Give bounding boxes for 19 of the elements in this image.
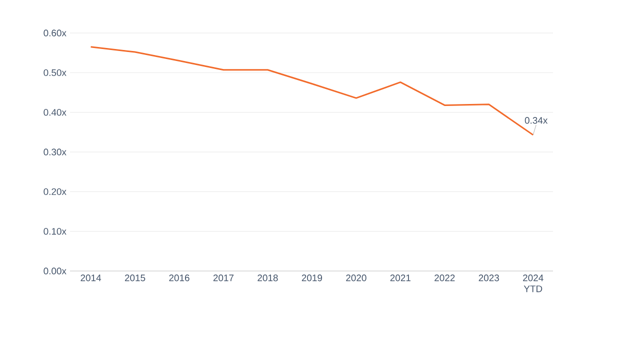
x-tick-label: 2018 <box>258 274 278 282</box>
y-tick-label: 0.40x <box>44 108 66 116</box>
x-tick-label: 2017 <box>213 274 234 282</box>
y-tick-label: 0.10x <box>44 228 66 235</box>
x-tick-label: 2024 YTD <box>523 274 544 292</box>
x-tick-label: 2016 <box>169 274 190 282</box>
y-tick-label: 0.30x <box>44 148 66 156</box>
y-tick-label: 0.20x <box>44 188 66 196</box>
x-tick-label: 2014 <box>80 274 102 282</box>
x-tick-label: 2022 <box>434 274 455 282</box>
x-tick-label: 2023 <box>478 274 499 282</box>
data-label: 0.34x <box>524 117 548 124</box>
y-tick-label: 0.50x <box>44 69 66 76</box>
y-tick-label: 0.60x <box>44 30 66 36</box>
x-tick-label: 2019 <box>302 274 322 282</box>
x-tick-label: 2020 <box>346 274 366 282</box>
x-tick-label: 2015 <box>124 274 146 282</box>
y-tick-label: 0.00x <box>44 268 66 274</box>
x-tick-label: 2021 <box>390 274 410 282</box>
